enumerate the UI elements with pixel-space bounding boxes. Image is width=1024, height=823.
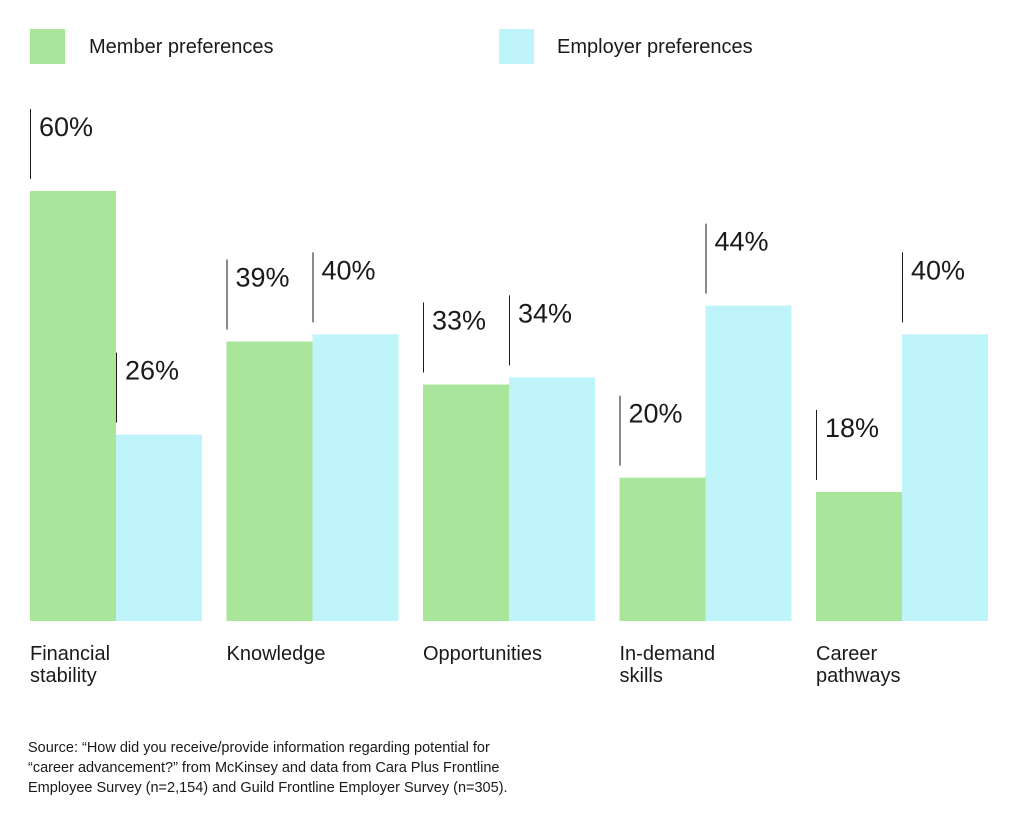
category-label-line: In-demand xyxy=(620,643,716,665)
legend-label: Member preferences xyxy=(89,36,274,58)
bar-member xyxy=(226,341,313,621)
source-line: “career advancement?” from McKinsey and … xyxy=(28,760,500,776)
category-label: Opportunities xyxy=(423,643,542,665)
category-label-line: Opportunities xyxy=(423,643,542,665)
category-label-line: Career xyxy=(816,643,877,665)
source-line: Source: “How did you receive/provide inf… xyxy=(28,740,490,756)
legend-swatch-employer xyxy=(499,29,534,64)
bar-employer xyxy=(312,334,399,621)
data-label: 26% xyxy=(125,356,179,386)
source-note: Source: “How did you receive/provide inf… xyxy=(28,738,628,798)
data-label: 44% xyxy=(715,227,769,257)
data-label: 33% xyxy=(432,306,486,336)
category-label: Career pathways xyxy=(816,643,901,687)
bar-member xyxy=(423,384,509,621)
category-label-line: skills xyxy=(620,665,663,687)
bar-member xyxy=(619,477,706,621)
data-label: 40% xyxy=(322,255,376,285)
category-label-line: Financial xyxy=(30,643,110,665)
data-label: 40% xyxy=(911,255,965,285)
bar-member xyxy=(30,191,116,621)
source-line: Employee Survey (n=2,154) and Guild Fron… xyxy=(28,780,508,796)
bar-employer xyxy=(509,377,595,621)
legend-swatch-member xyxy=(30,29,65,64)
data-label: 20% xyxy=(629,399,683,429)
category-label-line: stability xyxy=(30,665,97,687)
data-label: 18% xyxy=(825,413,879,443)
category-label: Financial stability xyxy=(30,643,110,687)
bar-employer xyxy=(705,305,792,621)
data-label: 34% xyxy=(518,298,572,328)
category-label: Knowledge xyxy=(227,643,326,665)
category-label: In-demand skills xyxy=(620,643,716,687)
bar-employer xyxy=(116,434,202,621)
bar-employer xyxy=(902,334,988,621)
data-label: 39% xyxy=(236,263,290,293)
bar-member xyxy=(816,492,902,621)
legend-label: Employer preferences xyxy=(557,36,753,58)
category-label-line: pathways xyxy=(816,665,901,687)
category-label-line: Knowledge xyxy=(227,643,326,665)
data-label: 60% xyxy=(39,112,93,142)
